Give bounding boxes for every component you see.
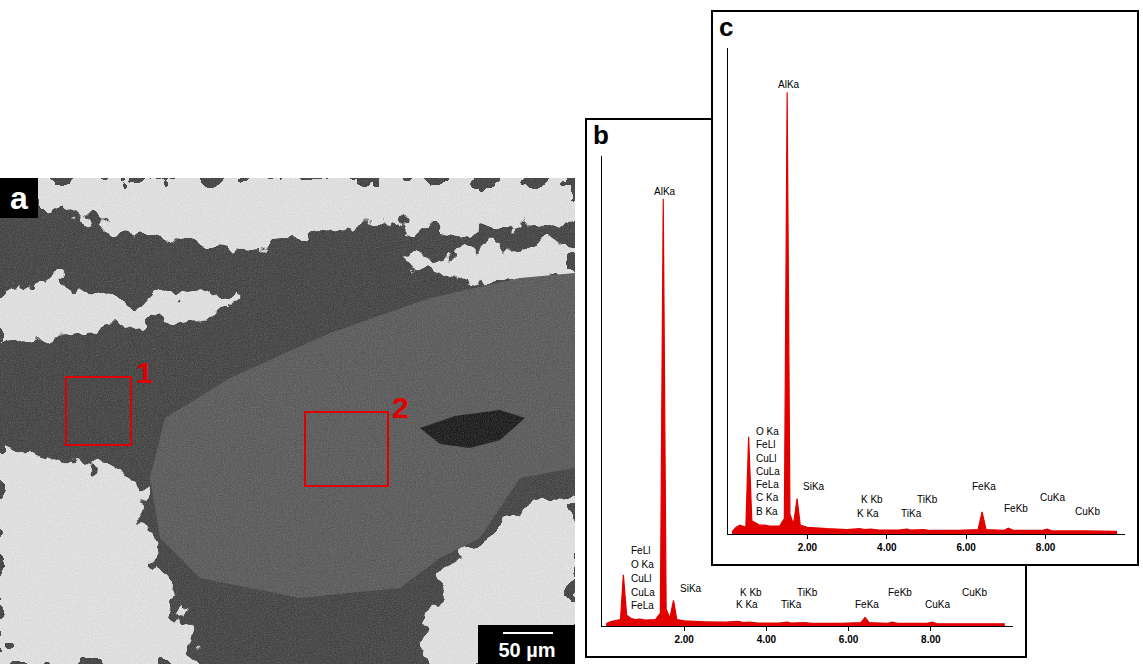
svg-text:2.00: 2.00 — [798, 542, 818, 553]
svg-text:FeLl: FeLl — [756, 439, 775, 450]
svg-text:4.00: 4.00 — [877, 542, 897, 553]
svg-text:TiKa: TiKa — [901, 508, 922, 519]
svg-text:4.00: 4.00 — [757, 634, 777, 645]
svg-text:K Ka: K Ka — [736, 599, 758, 610]
svg-text:TiKa: TiKa — [781, 599, 802, 610]
svg-text:CuLl: CuLl — [756, 453, 777, 464]
svg-text:B Ka: B Ka — [756, 506, 778, 517]
svg-text:K Kb: K Kb — [861, 494, 883, 505]
svg-text:C Ka: C Ka — [756, 492, 779, 503]
svg-text:FeLa: FeLa — [756, 479, 779, 490]
svg-text:AlKa: AlKa — [778, 79, 800, 90]
svg-text:CuLl: CuLl — [631, 573, 652, 584]
html-text:b: b — [593, 120, 609, 150]
svg-text:CuKa: CuKa — [1040, 492, 1065, 503]
svg-text:1: 1 — [136, 356, 153, 389]
svg-text:CuKa: CuKa — [925, 599, 950, 610]
svg-text:TiKb: TiKb — [797, 587, 818, 598]
svg-text:FeKb: FeKb — [888, 587, 912, 598]
svg-text:FeLa: FeLa — [631, 600, 654, 611]
svg-text:2.00: 2.00 — [674, 634, 694, 645]
svg-text:CuLa: CuLa — [756, 466, 780, 477]
html-text:c: c — [719, 12, 734, 42]
svg-text:K Kb: K Kb — [740, 587, 762, 598]
svg-text:O Ka: O Ka — [631, 559, 654, 570]
svg-text:SiKa: SiKa — [680, 583, 702, 594]
svg-text:FeLl: FeLl — [631, 545, 650, 556]
svg-text:O Ka: O Ka — [756, 426, 779, 437]
svg-text:FeKa: FeKa — [855, 599, 879, 610]
svg-text:SiKa: SiKa — [803, 481, 825, 492]
svg-text:a: a — [10, 180, 28, 216]
svg-text:2: 2 — [392, 391, 409, 424]
svg-text:CuKb: CuKb — [1075, 506, 1100, 517]
svg-text:6.00: 6.00 — [839, 634, 859, 645]
svg-text:TiKb: TiKb — [917, 494, 938, 505]
svg-text:FeKb: FeKb — [1004, 503, 1028, 514]
svg-text:8.00: 8.00 — [1036, 542, 1056, 553]
svg-text:6.00: 6.00 — [956, 542, 976, 553]
svg-text:CuLa: CuLa — [631, 587, 655, 598]
svg-text:FeKa: FeKa — [972, 481, 996, 492]
svg-text:AlKa: AlKa — [654, 186, 676, 197]
svg-text:8.00: 8.00 — [921, 634, 941, 645]
svg-text:50 µm: 50 µm — [498, 639, 555, 661]
svg-text:K Ka: K Ka — [857, 508, 879, 519]
svg-text:CuKb: CuKb — [962, 587, 987, 598]
